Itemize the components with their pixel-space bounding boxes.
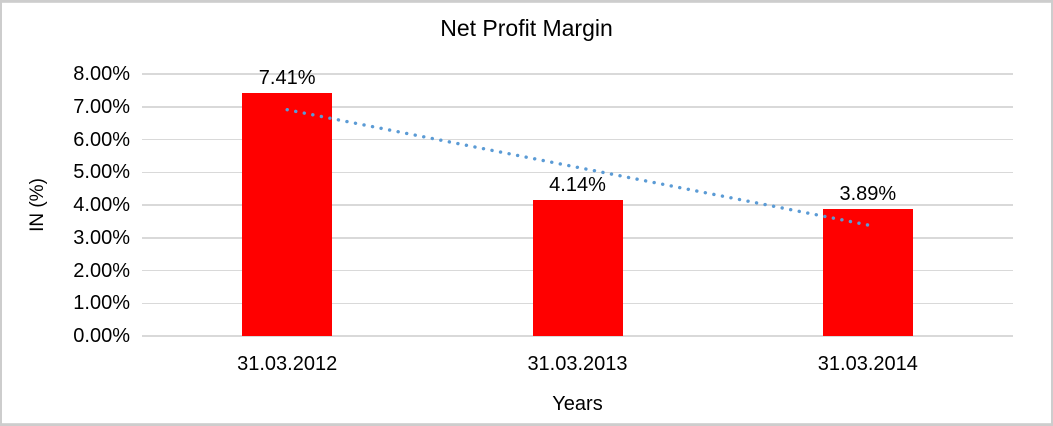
y-tick-label: 5.00%	[73, 161, 130, 184]
bar-value-label: 4.14%	[549, 174, 606, 197]
y-tick-label: 0.00%	[73, 325, 130, 347]
x-category-label: 31.03.2013	[527, 353, 628, 375]
bar	[532, 200, 623, 336]
y-tick-label: 2.00%	[73, 259, 130, 282]
y-tick-label: 4.00%	[73, 194, 130, 216]
gridline	[142, 106, 1013, 108]
x-category-label: 31.03.2014	[817, 353, 918, 375]
y-tick-label: 3.00%	[73, 226, 130, 249]
x-category-label: 31.03.2012	[237, 353, 338, 375]
chart-title: Net Profit Margin	[440, 15, 613, 41]
y-tick-label: 7.00%	[73, 95, 130, 118]
y-tick-label: 1.00%	[73, 292, 130, 315]
y-tick-label: 8.00%	[73, 63, 130, 85]
bar-value-label: 3.89%	[839, 182, 897, 205]
x-axis-title: Years	[552, 393, 603, 415]
y-tick-label: 6.00%	[73, 128, 130, 151]
bar-value-label: 7.41%	[258, 67, 316, 90]
gridline	[142, 73, 1013, 75]
bar	[242, 93, 333, 336]
bar	[822, 208, 913, 336]
gridline	[142, 335, 1013, 337]
